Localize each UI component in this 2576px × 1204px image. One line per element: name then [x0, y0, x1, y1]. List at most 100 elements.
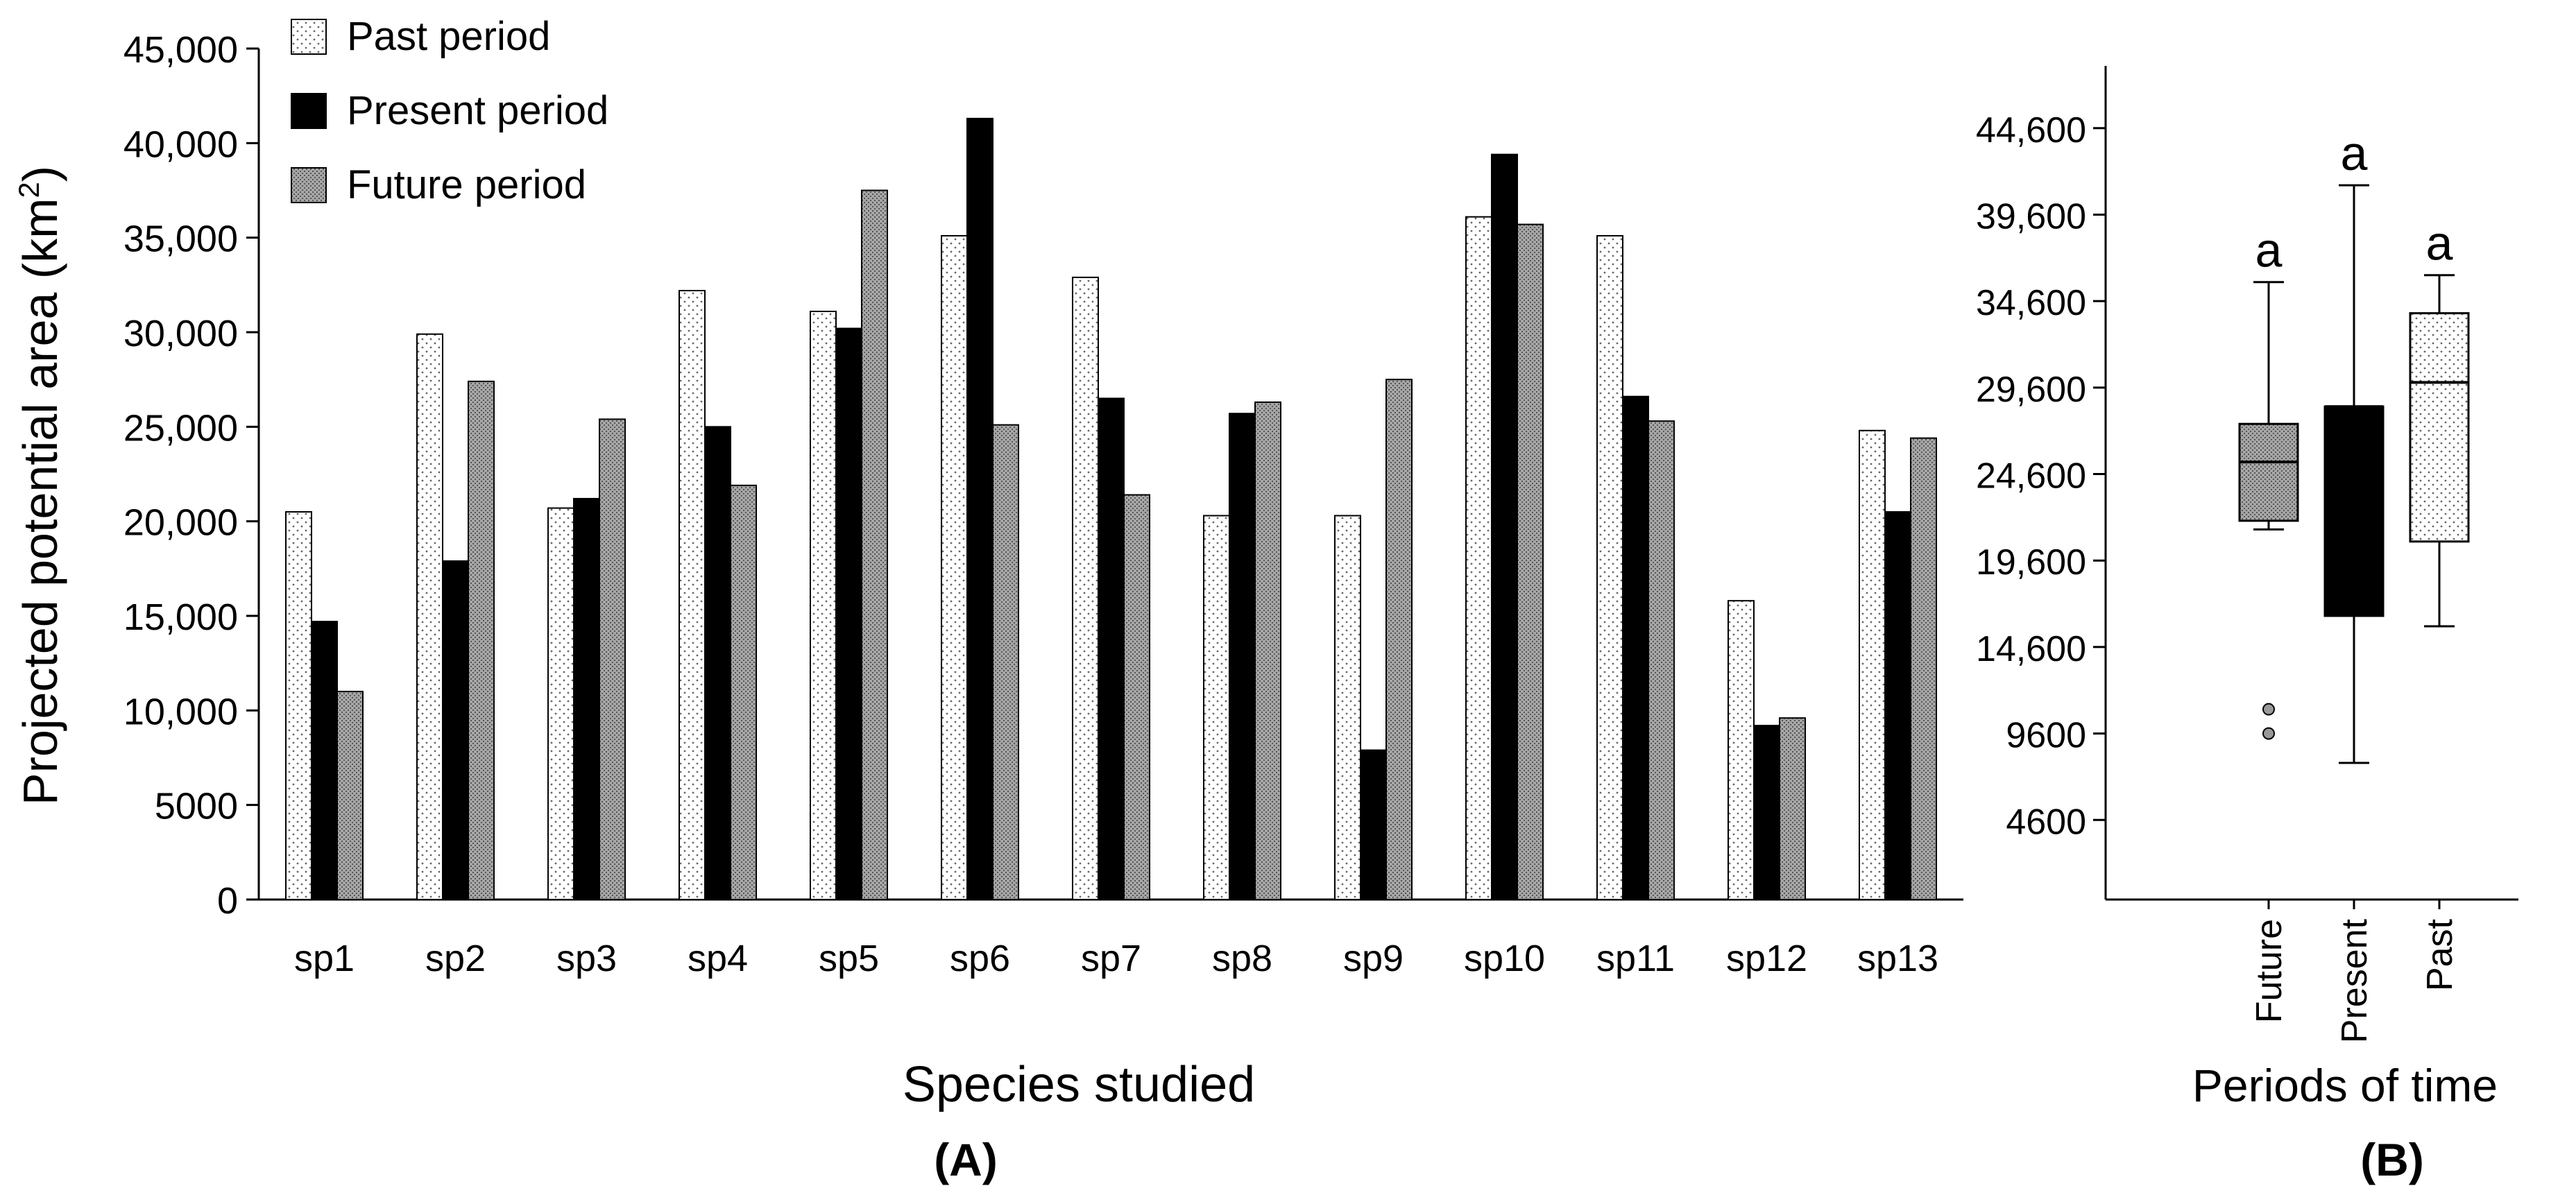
box-iqr — [2323, 405, 2385, 617]
bar-present-sp7 — [1098, 397, 1125, 900]
bar-present-sp11 — [1622, 395, 1649, 900]
bar-past-sp1 — [285, 511, 312, 900]
y-tick-label: 40,000 — [123, 123, 238, 165]
bar-present-sp2 — [442, 560, 469, 901]
y-tick-label: 25,000 — [123, 407, 238, 449]
x-tick-label: sp10 — [1464, 938, 1545, 979]
bar-past-sp5 — [810, 311, 837, 900]
x-tick-label: sp2 — [425, 938, 486, 979]
box-past: a — [2409, 216, 2470, 628]
y-tick-label: 45,000 — [123, 29, 238, 71]
bar-chart-bars — [285, 117, 1937, 901]
box-y-tick-label: 44,600 — [1976, 110, 2086, 150]
bar-future-sp3 — [599, 418, 626, 900]
bar-present-sp13 — [1884, 511, 1911, 900]
box-plot-axes — [2104, 66, 2518, 901]
box-future: a — [2238, 223, 2299, 740]
legend-swatch-future — [291, 167, 327, 203]
bar-future-sp11 — [1648, 420, 1675, 900]
box-present: a — [2323, 126, 2385, 764]
bar-future-sp6 — [992, 424, 1019, 900]
bar-present-sp1 — [311, 621, 338, 900]
box-plot-panel: 4600 9600 14,600 19,600 24,600 29,600 34,600 39… — [1976, 66, 2518, 1185]
x-tick-label: sp3 — [556, 938, 617, 979]
legend-swatch-present — [291, 93, 327, 129]
legend: Past period Present period Future period — [291, 14, 608, 207]
bar-future-sp9 — [1385, 379, 1413, 900]
y-tick-label: 35,000 — [123, 218, 238, 260]
box-y-tick-label: 19,600 — [1976, 542, 2086, 583]
x-tick-label: sp4 — [688, 938, 748, 979]
box-y-tick-label: 39,600 — [1976, 196, 2086, 237]
x-axis-label: Species studied — [903, 1057, 1255, 1112]
significance-letter: a — [2255, 223, 2283, 277]
y-axis-label-text: Projected potential area (km — [13, 198, 67, 805]
bar-future-sp4 — [730, 484, 757, 900]
bar-past-sp4 — [679, 290, 706, 901]
x-tick-label: sp6 — [950, 938, 1010, 979]
significance-letter: a — [2426, 216, 2453, 270]
y-tick-label: 0 — [217, 880, 238, 922]
legend-swatch-past — [291, 19, 327, 55]
box-x-axis-label: Periods of time — [2192, 1060, 2498, 1111]
y-tick-label: 20,000 — [123, 502, 238, 544]
bar-present-sp6 — [966, 117, 993, 900]
bar-future-sp7 — [1123, 494, 1150, 900]
bar-past-sp7 — [1072, 276, 1099, 900]
x-tick-label: sp12 — [1726, 938, 1807, 979]
x-tick-label: sp8 — [1212, 938, 1272, 979]
x-tick-label: sp13 — [1857, 938, 1938, 979]
box-iqr — [2238, 422, 2299, 522]
box-x-tick-label: Past — [2420, 918, 2460, 991]
bar-future-sp10 — [1517, 223, 1544, 900]
box-y-tick-label: 34,600 — [1976, 283, 2086, 323]
y-tick-label: 30,000 — [123, 313, 238, 354]
x-tick-label: sp5 — [819, 938, 879, 979]
box-plot-boxes: a a a — [2238, 126, 2470, 764]
box-iqr — [2409, 312, 2470, 543]
bar-past-sp12 — [1728, 600, 1755, 900]
x-tick-label: sp7 — [1081, 938, 1141, 979]
bar-past-sp2 — [416, 333, 443, 900]
box-y-tick-label: 9600 — [2006, 716, 2086, 756]
bar-chart-x-ticks: sp1 sp2 sp3 sp4 sp5 sp6 sp7 sp8 sp9 sp10 sp11 sp12 s… — [294, 938, 1938, 979]
box-x-tick-label: Present — [2335, 918, 2375, 1043]
bar-future-sp8 — [1254, 401, 1281, 900]
bar-past-sp6 — [941, 234, 968, 900]
box-y-tick-label: 14,600 — [1976, 629, 2086, 669]
bar-present-sp12 — [1753, 725, 1780, 900]
box-x-tick-label: Future — [2249, 919, 2289, 1023]
box-plot-x-ticks: Future Present Past — [2249, 900, 2460, 1043]
legend-label-present: Present period — [347, 88, 608, 133]
bar-present-sp5 — [835, 327, 862, 900]
y-tick-label: 10,000 — [123, 691, 238, 732]
bar-future-sp12 — [1779, 717, 1806, 900]
bar-chart-panel: 0 5000 10,000 15,000 20,000 25,000 30,000 35,00… — [12, 14, 1963, 1185]
bar-present-sp4 — [704, 426, 731, 900]
box-y-tick-label: 4600 — [2006, 802, 2086, 842]
y-axis-label-close: ) — [13, 166, 67, 182]
bar-future-sp5 — [861, 189, 888, 900]
bar-present-sp8 — [1229, 413, 1256, 900]
bar-future-sp1 — [336, 691, 364, 900]
box-y-tick-label: 29,600 — [1976, 370, 2086, 410]
bar-future-sp2 — [468, 380, 495, 900]
bar-past-sp8 — [1203, 515, 1230, 900]
bar-future-sp13 — [1910, 437, 1937, 900]
legend-label-past: Past period — [347, 14, 550, 59]
significance-letter: a — [2341, 126, 2368, 180]
box-y-tick-label: 24,600 — [1976, 456, 2086, 497]
y-axis-label-superscript: 2 — [12, 182, 45, 198]
bar-past-sp11 — [1596, 234, 1623, 900]
legend-label-future: Future period — [347, 162, 586, 207]
outlier-point — [2262, 727, 2275, 740]
y-tick-label: 15,000 — [123, 596, 238, 638]
box-plot-y-ticks: 4600 9600 14,600 19,600 24,600 29,600 34,600 39… — [1976, 110, 2106, 842]
bar-past-sp10 — [1465, 216, 1492, 900]
bar-past-sp3 — [547, 507, 574, 900]
x-tick-label: sp11 — [1596, 938, 1675, 979]
panel-label-a: (A) — [934, 1134, 998, 1185]
bar-past-sp13 — [1859, 429, 1886, 900]
bar-chart-y-ticks: 0 5000 10,000 15,000 20,000 25,000 30,000 35,00… — [123, 29, 259, 922]
outlier-point — [2262, 703, 2275, 716]
